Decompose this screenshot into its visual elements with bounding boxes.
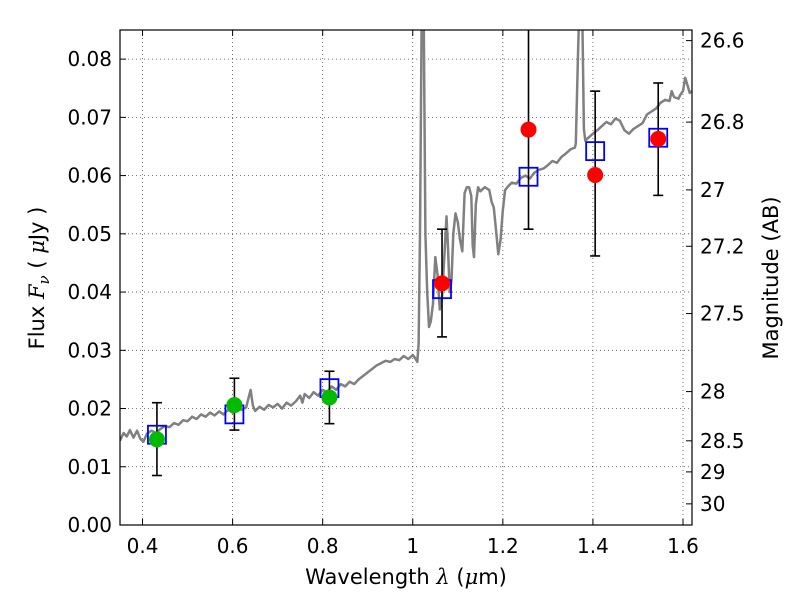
y-axis-label: Flux Fν ( μJy )	[25, 207, 53, 350]
y-tick-label: 0.00	[67, 513, 112, 537]
x-tick-label: 1.6	[667, 534, 699, 558]
y-tick-label: 0.07	[67, 105, 112, 129]
plot-frame	[119, 29, 693, 526]
y2-tick-label: 29	[700, 460, 725, 484]
red-photometry-point	[650, 130, 667, 147]
x-tick-label: 0.6	[217, 534, 249, 558]
green-photometry-point	[321, 389, 338, 406]
y-tick-label: 0.02	[67, 397, 112, 421]
y2-tick-label: 30	[700, 492, 725, 516]
y2-tick-label: 26.6	[700, 29, 745, 53]
plot-background	[120, 30, 692, 525]
y-tick-label: 0.05	[67, 222, 112, 246]
x-tick-label: 1.4	[577, 534, 609, 558]
y-tick-label: 0.08	[67, 47, 112, 71]
x-tick-label: 0.8	[307, 534, 339, 558]
red-photometry-point	[520, 121, 537, 138]
y2-tick-label: 27	[700, 178, 725, 202]
model-photometry-square	[585, 141, 606, 162]
y2-axis-label: Magnitude (AB)	[759, 196, 783, 359]
y-tick-label: 0.03	[67, 338, 112, 362]
y-tick-label: 0.01	[67, 455, 112, 479]
y2-tick-label: 26.8	[700, 110, 745, 134]
x-tick-label: 0.4	[127, 534, 159, 558]
y-tick-label: 0.04	[67, 280, 112, 304]
red-photometry-point	[434, 275, 451, 292]
data-layer	[120, 30, 692, 477]
y2-tick-label: 27.2	[700, 234, 745, 258]
y2-tick-label: 28.5	[700, 429, 745, 453]
x-axis-label: Wavelength λ (μm)	[305, 565, 507, 589]
red-photometry-point	[587, 167, 604, 184]
y-tick-label: 0.06	[67, 164, 112, 188]
x-tick-label: 1.2	[487, 534, 519, 558]
x-tick-label: 1	[406, 534, 419, 558]
axes: 0.4 0.6 0.8 1 1.2 1.4 1.6 0.00 0.01 0.02 0.03 0.04 0…	[67, 29, 744, 558]
green-photometry-point	[226, 397, 243, 414]
green-photometry-point	[148, 431, 165, 448]
model-photometry-square	[518, 166, 539, 187]
y2-tick-label: 28	[700, 380, 725, 404]
y2-tick-label: 27.5	[700, 302, 745, 326]
